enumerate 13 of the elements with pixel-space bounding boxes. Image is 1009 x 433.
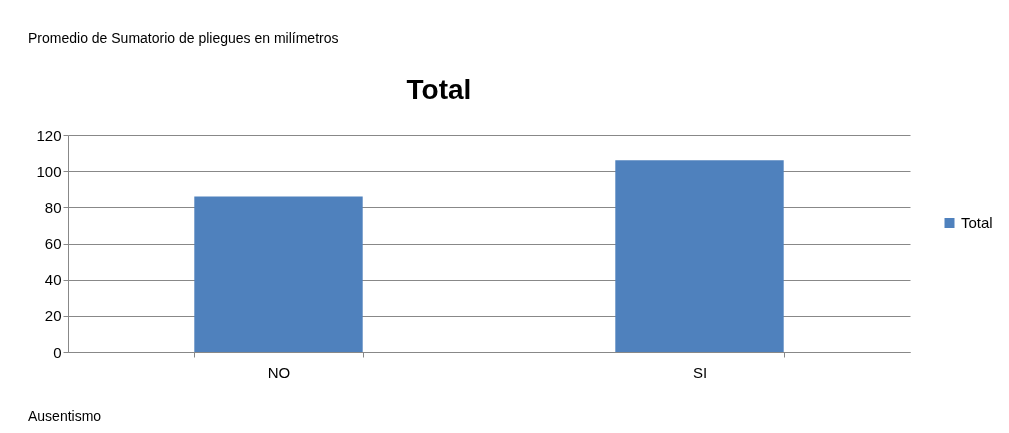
y-tick-label: 80: [44, 198, 62, 216]
chart-title: Total: [406, 74, 472, 105]
text: Ausentismo: [28, 408, 102, 424]
text: Promedio de Sumatorio de pliegues en milímetros: [28, 30, 339, 46]
y-tick-label: 0: [53, 343, 62, 361]
legend-label: Total: [961, 214, 993, 231]
x-tick-label: SI: [692, 363, 708, 381]
y-tick-label: 60: [44, 235, 62, 252]
y-tick-label: 40: [44, 271, 62, 289]
y-tick-label: 100: [36, 162, 62, 180]
y-tick-label: 20: [44, 307, 62, 325]
y-tick-label: 120: [36, 126, 62, 144]
x-tick-label: NO: [267, 363, 291, 381]
